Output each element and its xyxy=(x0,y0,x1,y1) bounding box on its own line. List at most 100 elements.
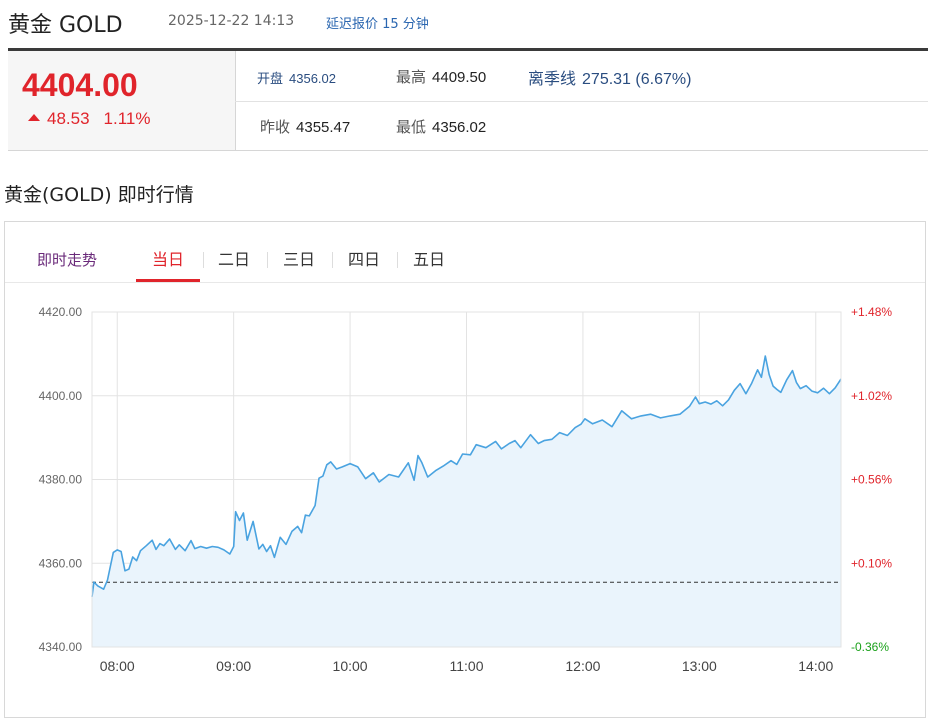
y-tick-label: 4400.00 xyxy=(39,389,83,403)
price-point xyxy=(398,476,399,477)
price-line xyxy=(91,355,842,597)
price-point xyxy=(379,481,380,482)
price-point xyxy=(159,543,160,544)
price-point xyxy=(388,474,389,475)
chart-panel: 即时走势 当日 二日 三日 四日 五日 xyxy=(4,221,926,718)
price-point xyxy=(728,399,729,400)
right-pct-tick-label: +0.10% xyxy=(851,556,892,570)
page-title: 黄金 GOLD xyxy=(8,13,123,38)
price-point xyxy=(179,544,180,545)
price-point xyxy=(761,377,762,378)
price-point xyxy=(342,466,343,467)
price-point xyxy=(800,388,801,389)
price-point xyxy=(427,476,428,477)
price-block: 4404.00 48.53 1.11% xyxy=(8,51,236,150)
price-point xyxy=(253,521,254,522)
price-point xyxy=(509,443,510,444)
price-point xyxy=(301,532,302,533)
price-point xyxy=(223,549,224,550)
price-point xyxy=(734,390,735,391)
chart-tabs: 即时走势 当日 二日 三日 四日 五日 xyxy=(5,222,925,282)
price-point xyxy=(239,520,240,521)
x-tick-label: 10:00 xyxy=(333,658,368,674)
price-point xyxy=(373,472,374,473)
x-tick-label: 13:00 xyxy=(682,658,717,674)
price-point xyxy=(592,423,593,424)
price-area-fill xyxy=(92,356,841,647)
price-point xyxy=(117,549,118,550)
x-tick-label: 08:00 xyxy=(100,658,135,674)
price-point xyxy=(602,419,603,420)
price-point xyxy=(450,460,451,461)
price-point xyxy=(103,589,104,590)
price-point xyxy=(501,448,502,449)
price-point xyxy=(710,404,711,405)
price-point xyxy=(631,418,632,419)
price-point xyxy=(357,466,358,467)
tab-divider xyxy=(267,252,268,268)
x-tick-label: 11:00 xyxy=(450,658,484,674)
price-point xyxy=(462,453,463,454)
stat-seasonal[interactable]: 离季线 275.31 (6.67%) xyxy=(528,65,691,89)
tab-day-1[interactable]: 当日 xyxy=(136,246,200,282)
delay-note: 延迟报价 15 分钟 xyxy=(326,17,429,32)
price-point xyxy=(650,414,651,415)
price-point xyxy=(318,478,319,479)
tab-day-5[interactable]: 五日 xyxy=(412,250,445,269)
price-point xyxy=(185,550,186,551)
price-point xyxy=(169,538,170,539)
price-point xyxy=(435,470,436,471)
x-tick-label: 14:00 xyxy=(798,658,833,674)
price-point xyxy=(611,426,612,427)
price-point xyxy=(476,444,477,445)
tab-divider xyxy=(332,252,333,268)
last-price: 4404.00 xyxy=(22,67,138,103)
price-point xyxy=(326,464,327,465)
price-point xyxy=(575,427,576,428)
price-point xyxy=(835,387,836,388)
price-point xyxy=(194,548,195,549)
stat-open-label: 开盘 xyxy=(257,71,284,86)
price-point xyxy=(113,552,114,553)
quote-datetime: 2025-12-22 14:13 xyxy=(168,13,295,29)
price-point xyxy=(584,418,585,419)
y-tick-label: 4420.00 xyxy=(39,305,83,319)
tab-divider xyxy=(397,252,398,268)
price-point xyxy=(823,388,824,389)
stat-prev-close: 昨收 4355.47 xyxy=(260,116,350,137)
price-change: 48.53 xyxy=(47,109,90,128)
price-point xyxy=(218,547,219,548)
tabs-divider xyxy=(5,282,925,283)
tab-day-3[interactable]: 三日 xyxy=(282,250,315,269)
price-point xyxy=(291,531,292,532)
price-point xyxy=(765,355,766,356)
price-point xyxy=(121,551,122,552)
price-point xyxy=(350,463,351,464)
price-point xyxy=(699,403,700,404)
price-point xyxy=(124,570,125,571)
price-point xyxy=(243,512,244,513)
stat-open-value: 4356.02 xyxy=(289,71,337,86)
price-point xyxy=(305,515,306,516)
price-point xyxy=(132,556,133,557)
stat-low: 最低 4356.02 xyxy=(396,116,486,137)
price-point xyxy=(212,546,213,547)
tab-day-4[interactable]: 四日 xyxy=(347,250,380,269)
price-point xyxy=(190,540,191,541)
price-point xyxy=(266,551,267,552)
stat-high-label: 最高 xyxy=(396,69,427,86)
price-point xyxy=(751,383,752,384)
price-point xyxy=(229,553,230,554)
stat-open: 开盘 4356.02 xyxy=(257,68,336,87)
price-point xyxy=(817,392,818,393)
price-point xyxy=(155,549,156,550)
x-tick-label: 09:00 xyxy=(216,658,251,674)
price-point xyxy=(128,569,129,570)
price-point xyxy=(262,544,263,545)
price-point xyxy=(456,464,457,465)
tab-day-2[interactable]: 二日 xyxy=(217,250,250,269)
plot-border xyxy=(91,311,842,648)
price-point xyxy=(136,560,137,561)
price-point xyxy=(621,410,622,411)
